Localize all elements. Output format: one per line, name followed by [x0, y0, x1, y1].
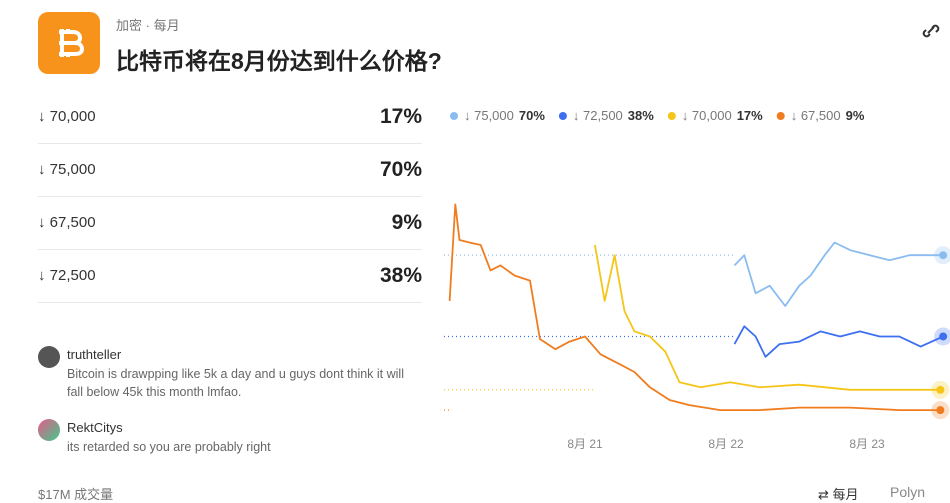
legend-name: ↓ 70,000	[682, 108, 732, 123]
footer-frequency[interactable]: ⇄ 每月	[818, 487, 859, 502]
legend-value: 70%	[519, 108, 545, 123]
avatar[interactable]	[38, 419, 60, 441]
breadcrumb: 加密 · 每月	[116, 18, 180, 33]
legend-dot	[558, 112, 567, 120]
legend-name: ↓ 67,500	[791, 108, 841, 123]
chart: 8月 21 8月 22 8月 23 ↓ 75,000 70% ↓ 72,500 38% ↓ 7…	[444, 108, 950, 451]
legend-dot	[776, 112, 785, 120]
legend-name: ↓ 75,000	[464, 108, 514, 123]
end-dot	[936, 406, 945, 415]
comment-text: Bitcoin is drawpping like 5k a day and u…	[67, 367, 404, 399]
outcome-label: ↓ 70,000	[38, 108, 96, 125]
outcome-percent: 9%	[391, 210, 422, 234]
link-icon[interactable]	[920, 20, 942, 42]
category[interactable]: 加密	[116, 18, 143, 33]
end-dot	[939, 332, 948, 341]
outcome-percent: 70%	[379, 157, 422, 181]
series-line	[448, 203, 941, 411]
legend-dot	[450, 112, 458, 120]
outcome-row[interactable]: ↓ 70,000 17%	[38, 90, 422, 144]
source[interactable]: Polyn	[890, 484, 926, 500]
series-line	[733, 241, 944, 307]
outcome-row[interactable]: ↓ 72,500 38%	[38, 249, 422, 303]
comment-user[interactable]: truthteller	[67, 347, 122, 362]
legend-name: ↓ 72,500	[573, 108, 623, 123]
legend-dot	[667, 112, 676, 120]
outcome-label: ↓ 72,500	[38, 267, 96, 284]
outcome-row[interactable]: ↓ 75,000 70%	[38, 143, 422, 197]
x-tick-label: 8月 22	[708, 437, 744, 451]
title: 比特币将在8月份达到什么价格?	[116, 48, 442, 74]
btc-logo	[38, 12, 100, 74]
outcome-label: ↓ 75,000	[38, 161, 96, 178]
comment-text: its retarded so you are probably right	[67, 440, 271, 454]
legend-value: 9%	[846, 108, 865, 123]
x-tick-label: 8月 23	[849, 437, 885, 451]
x-tick-label: 8月 21	[567, 437, 603, 451]
comment-user[interactable]: RektCitys	[67, 420, 123, 435]
outcome-percent: 17%	[379, 104, 422, 128]
frequency[interactable]: 每月	[832, 487, 859, 502]
end-dot	[936, 385, 945, 394]
outcome-label: ↓ 67,500	[38, 214, 96, 231]
volume: $17M 成交量	[38, 487, 114, 502]
end-dot	[939, 251, 948, 260]
outcome-row[interactable]: ↓ 67,500 9%	[38, 196, 422, 250]
legend-value: 38%	[628, 108, 654, 123]
series-line	[733, 325, 944, 358]
legend-value: 17%	[737, 108, 763, 123]
frequency: 每月	[153, 18, 180, 33]
avatar[interactable]	[38, 346, 60, 368]
outcome-percent: 38%	[379, 263, 422, 287]
series-line	[594, 244, 941, 391]
